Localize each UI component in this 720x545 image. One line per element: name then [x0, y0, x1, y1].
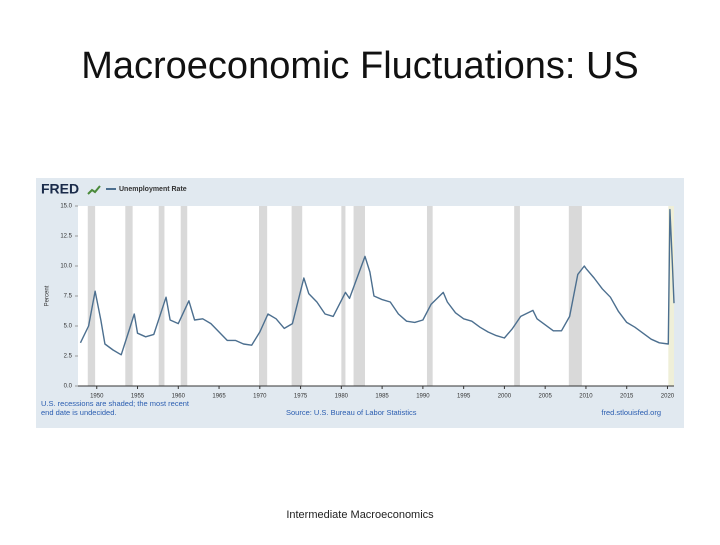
x-tick-label: 1980	[335, 394, 349, 400]
x-tick-label: 1965	[212, 394, 226, 400]
brand: FRED	[41, 181, 79, 197]
x-tick-label: 1970	[253, 394, 267, 400]
x-tick-label: 2000	[498, 394, 512, 400]
y-tick-label: 10.0	[60, 264, 72, 270]
x-tick-label: 1975	[294, 394, 308, 400]
x-tick-label: 2015	[620, 394, 634, 400]
x-tick-label: 2020	[661, 394, 675, 400]
y-tick-label: 2.5	[64, 354, 73, 360]
series-line	[79, 208, 675, 356]
recession-band	[259, 206, 268, 386]
brand-icon	[87, 185, 101, 195]
recession-band	[568, 206, 582, 386]
legend-label: Unemployment Rate	[119, 186, 187, 193]
recession-band	[180, 206, 188, 386]
x-tick-label: 1985	[375, 394, 389, 400]
y-tick-label: 0.0	[64, 384, 73, 390]
site: fred.stlouisfed.org	[601, 408, 661, 417]
note-line: end date is undecided.	[41, 408, 116, 417]
recession-band	[426, 206, 433, 386]
x-tick-label: 1995	[457, 394, 471, 400]
x-tick-label: 1990	[416, 394, 430, 400]
x-tick-label: 1950	[90, 394, 104, 400]
recession-band	[125, 206, 133, 386]
y-tick-label: 7.5	[64, 294, 73, 300]
x-tick-label: 2010	[579, 394, 593, 400]
recession-band	[158, 206, 165, 386]
recession-band	[87, 206, 96, 386]
plot-area	[78, 206, 674, 386]
x-tick-label: 1955	[131, 394, 145, 400]
y-tick-label: 12.5	[60, 234, 72, 240]
y-tick-label: 15.0	[60, 204, 72, 210]
y-tick-label: 5.0	[64, 324, 73, 330]
x-tick-label: 2005	[538, 394, 552, 400]
footer: Intermediate Macroeconomics	[286, 509, 434, 521]
recession-band	[353, 206, 365, 386]
y-axis-label: Percent	[45, 285, 51, 306]
x-tick-label: 1960	[172, 394, 186, 400]
source: Source: U.S. Bureau of Labor Statistics	[286, 408, 417, 417]
recession-band	[668, 206, 674, 386]
recession-band	[291, 206, 303, 386]
slide-title: Macroeconomic Fluctuations: US	[81, 45, 639, 87]
note-line: U.S. recessions are shaded; the most rec…	[41, 399, 190, 408]
recession-band	[514, 206, 520, 386]
